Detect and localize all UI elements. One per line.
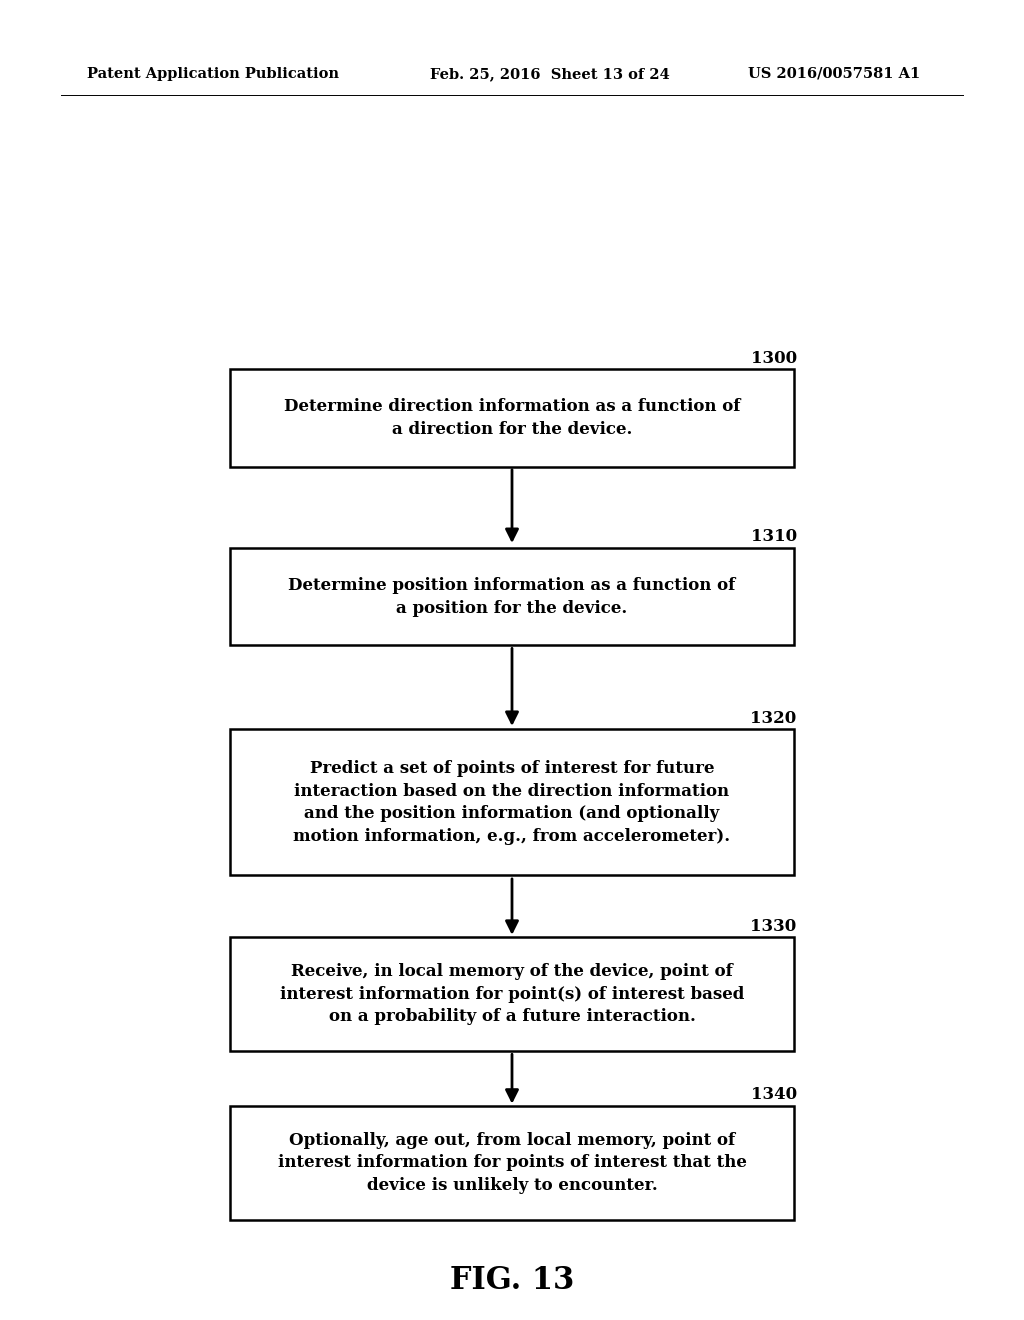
Text: FIG. 13: FIG. 13 bbox=[450, 1265, 574, 1296]
Text: Predict a set of points of interest for future
interaction based on the directio: Predict a set of points of interest for … bbox=[294, 759, 730, 845]
Text: 1330: 1330 bbox=[751, 917, 797, 935]
FancyBboxPatch shape bbox=[230, 370, 794, 467]
Text: 1310: 1310 bbox=[751, 528, 797, 545]
Text: Determine direction information as a function of
a direction for the device.: Determine direction information as a fun… bbox=[284, 399, 740, 438]
FancyBboxPatch shape bbox=[230, 548, 794, 645]
Text: 1340: 1340 bbox=[751, 1086, 797, 1104]
FancyBboxPatch shape bbox=[230, 730, 794, 875]
Text: US 2016/0057581 A1: US 2016/0057581 A1 bbox=[748, 67, 920, 81]
Text: Optionally, age out, from local memory, point of
interest information for points: Optionally, age out, from local memory, … bbox=[278, 1131, 746, 1195]
Text: Determine position information as a function of
a position for the device.: Determine position information as a func… bbox=[289, 577, 735, 616]
Text: Receive, in local memory of the device, point of
interest information for point(: Receive, in local memory of the device, … bbox=[280, 962, 744, 1026]
Text: Feb. 25, 2016  Sheet 13 of 24: Feb. 25, 2016 Sheet 13 of 24 bbox=[430, 67, 670, 81]
Text: Patent Application Publication: Patent Application Publication bbox=[87, 67, 339, 81]
FancyBboxPatch shape bbox=[230, 1106, 794, 1220]
Text: 1300: 1300 bbox=[751, 350, 797, 367]
FancyBboxPatch shape bbox=[230, 937, 794, 1051]
Text: 1320: 1320 bbox=[751, 710, 797, 727]
